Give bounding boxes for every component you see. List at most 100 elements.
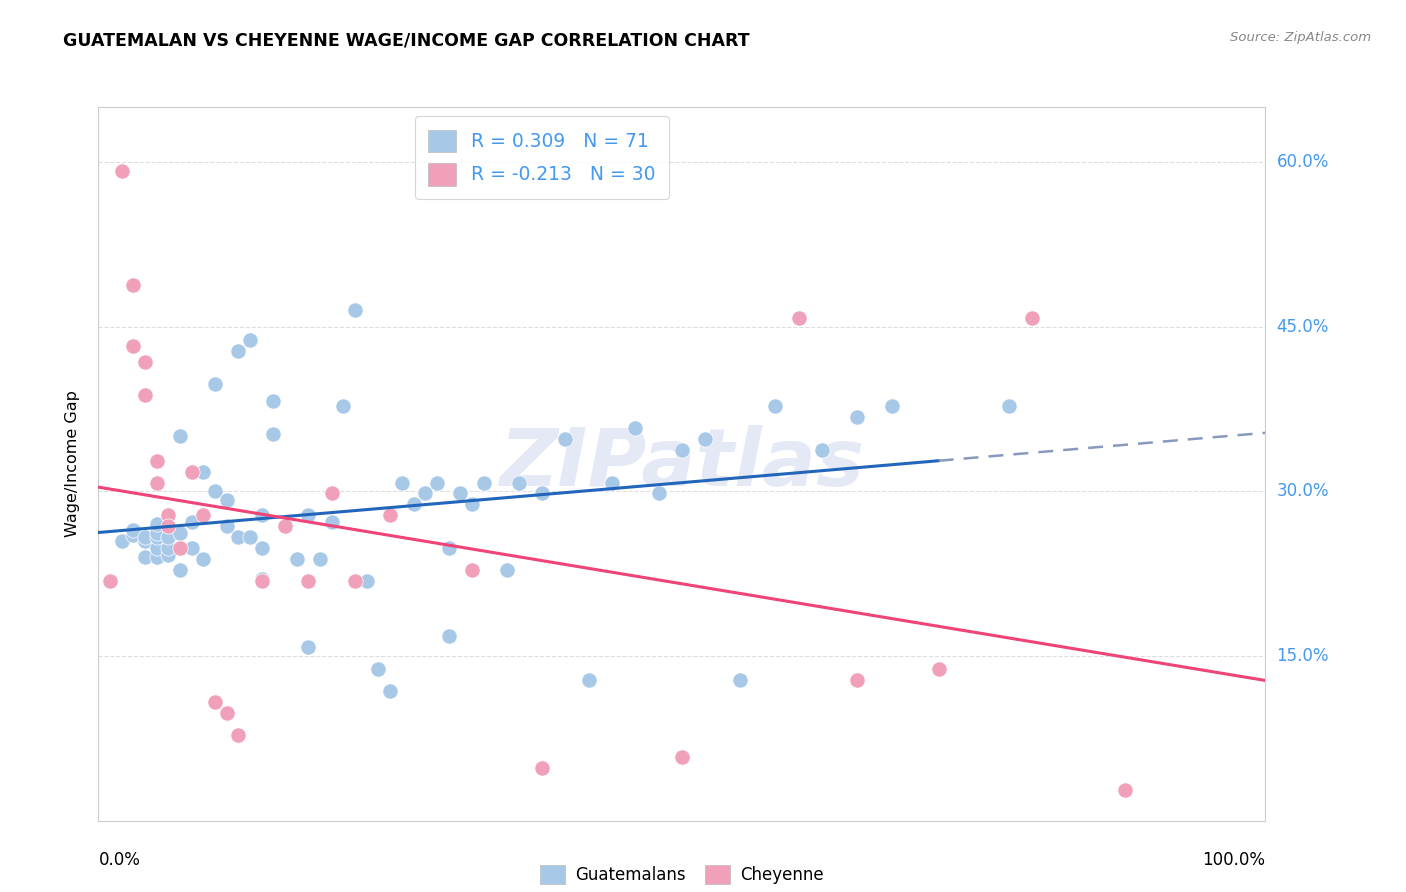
Point [671,442,693,457]
Point [578,673,600,687]
Point [169,541,191,556]
Point [1114,783,1136,797]
Point [378,508,402,523]
Point [215,519,238,533]
Point [413,486,436,500]
Text: GUATEMALAN VS CHEYENNE WAGE/INCOME GAP CORRELATION CHART: GUATEMALAN VS CHEYENNE WAGE/INCOME GAP C… [63,31,749,49]
Point [402,498,425,512]
Point [239,530,262,544]
Text: 45.0%: 45.0% [1277,318,1329,335]
Point [321,486,343,500]
Point [297,640,319,655]
Point [624,420,647,434]
Point [378,684,402,698]
Text: Source: ZipAtlas.com: Source: ZipAtlas.com [1230,31,1371,45]
Point [367,662,389,676]
Point [169,563,191,577]
Text: 30.0%: 30.0% [1277,483,1329,500]
Point [437,541,460,556]
Point [146,550,169,565]
Point [180,541,202,556]
Point [250,574,273,589]
Point [472,475,495,490]
Point [695,432,717,446]
Point [134,355,156,369]
Point [122,523,145,537]
Legend: Guatemalans, Cheyenne: Guatemalans, Cheyenne [533,858,831,891]
Point [215,493,238,508]
Point [204,376,226,391]
Point [111,533,134,548]
Point [787,310,810,325]
Text: 0.0%: 0.0% [98,851,141,869]
Point [146,530,169,544]
Point [169,429,191,443]
Point [122,339,145,353]
Point [98,574,121,589]
Point [157,541,180,556]
Point [204,484,226,499]
Point [228,530,250,544]
Point [157,519,180,533]
Point [321,515,343,529]
Point [204,695,226,709]
Point [449,486,471,500]
Point [461,498,484,512]
Point [297,508,319,523]
Point [508,475,530,490]
Point [274,519,297,533]
Point [530,761,553,775]
Point [391,475,413,490]
Point [146,453,169,467]
Point [262,427,284,442]
Point [250,541,273,556]
Point [811,442,834,457]
Point [554,432,576,446]
Point [495,563,517,577]
Point [250,572,273,586]
Point [437,629,460,643]
Point [215,706,238,720]
Point [763,399,786,413]
Point [180,515,202,529]
Point [344,303,367,318]
Text: 100.0%: 100.0% [1202,851,1265,869]
Point [344,574,367,589]
Point [134,387,156,401]
Point [928,662,950,676]
Point [309,552,332,566]
Point [193,508,215,523]
Point [845,673,868,687]
Point [134,530,156,544]
Point [157,548,180,562]
Point [111,163,134,178]
Point [228,728,250,742]
Point [193,465,215,479]
Point [600,475,623,490]
Point [146,475,169,490]
Point [356,574,378,589]
Point [122,528,145,542]
Point [332,399,354,413]
Point [157,508,180,523]
Point [285,552,308,566]
Point [426,475,449,490]
Point [671,750,693,764]
Point [122,277,145,292]
Y-axis label: Wage/Income Gap: Wage/Income Gap [65,391,80,537]
Text: ZIPatlas: ZIPatlas [499,425,865,503]
Point [134,550,156,565]
Point [1021,310,1043,325]
Point [730,673,752,687]
Point [250,508,273,523]
Point [146,526,169,541]
Point [193,552,215,566]
Point [157,508,180,523]
Point [169,526,191,541]
Point [180,465,202,479]
Point [461,563,484,577]
Point [146,517,169,532]
Point [845,409,868,424]
Point [274,519,297,533]
Point [146,541,169,556]
